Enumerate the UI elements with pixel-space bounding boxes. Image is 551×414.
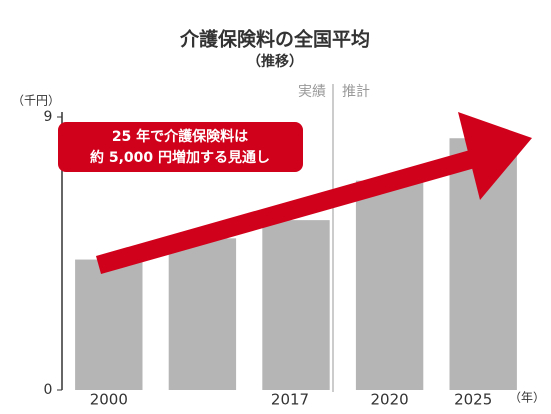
bars: 09 — [44, 109, 517, 398]
x-tick-label: 2017 — [271, 391, 309, 409]
x-tick-label: 2025 — [454, 391, 492, 409]
bar — [355, 180, 424, 390]
x-unit: （年） — [509, 391, 545, 405]
period-label: 推計 — [342, 84, 370, 100]
arrow — [96, 112, 532, 274]
arrow-head — [458, 112, 532, 200]
bar — [262, 220, 330, 390]
chart-title: 介護保険料の全国平均 — [179, 28, 370, 51]
chart-subtitle: （推移） — [247, 53, 303, 70]
y-tick-label: 9 — [44, 109, 53, 125]
annotation-box — [58, 122, 303, 172]
arrow-shaft — [96, 150, 475, 274]
bar — [75, 259, 143, 390]
x-tick-label: 2000 — [90, 391, 128, 409]
y-unit: （千円） — [12, 94, 60, 108]
y-tick-label: 0 — [44, 382, 53, 398]
annotation-text: 25 年で介護保険料は — [112, 128, 248, 145]
bar — [168, 238, 237, 390]
x-tick-label: 2020 — [371, 391, 409, 409]
period-label: 実績 — [298, 84, 326, 100]
annotation-text: 約 5,000 円増加する見通し — [90, 149, 270, 166]
